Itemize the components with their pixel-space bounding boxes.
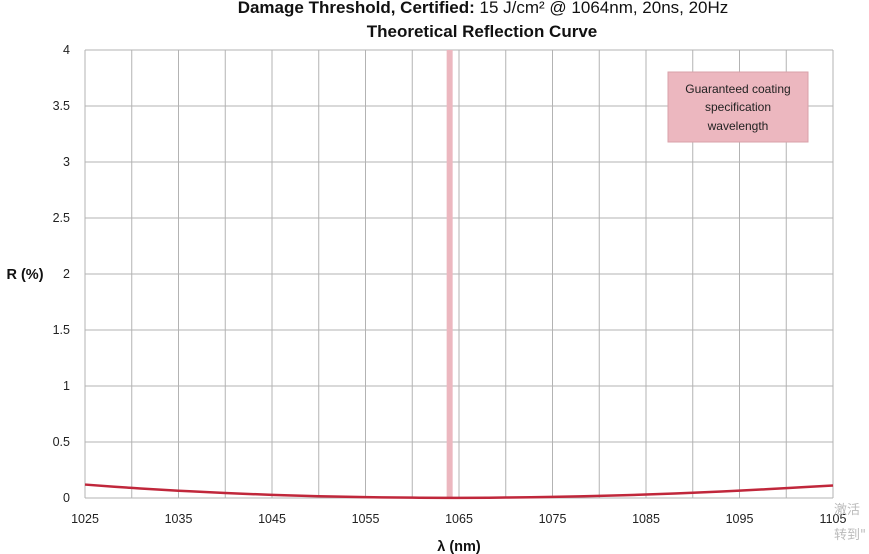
x-tick-label: 1045 (258, 512, 286, 526)
y-tick-label: 1 (63, 379, 70, 393)
watermark-line-2: 转到" (834, 528, 866, 543)
x-axis-title: λ (nm) (437, 539, 481, 554)
y-tick-label: 3.5 (53, 99, 70, 113)
x-tick-label: 1035 (165, 512, 193, 526)
y-tick-label: 2 (63, 267, 70, 281)
reflection-curve-line (84, 483, 834, 500)
x-tick-label: 1065 (445, 512, 473, 526)
y-tick-label: 0.5 (53, 435, 70, 449)
y-tick-label: 3 (63, 155, 70, 169)
damage-threshold-header: Damage Threshold, Certified: 15 J/cm² @ … (238, 0, 729, 17)
curve-layer (84, 483, 834, 500)
x-tick-label: 1105 (820, 512, 847, 526)
x-tick-label: 1085 (632, 512, 660, 526)
y-axis-title: R (%) (6, 267, 43, 283)
y-tick-label: 1.5 (53, 323, 70, 337)
x-tick-label: 1095 (726, 512, 754, 526)
x-tick-label: 1075 (539, 512, 567, 526)
annotation-background (667, 71, 809, 143)
annotation-line-2: specification (705, 100, 771, 114)
annotation-line-1: Guaranteed coating (685, 82, 790, 96)
spec-wavelength-marker (446, 50, 453, 498)
y-tick-label: 2.5 (53, 211, 70, 225)
watermark-line-1: 激活 (834, 503, 860, 518)
x-tick-label: 1025 (71, 512, 99, 526)
annotation-line-3: wavelength (707, 119, 769, 133)
header-regular-part: 15 J/cm² @ 1064nm, 20ns, 20Hz (475, 0, 728, 17)
tick-labels: 1025 1035 1045 1055 1065 1075 1085 1095 1105 0 0.5… (53, 43, 847, 526)
chart-title: Theoretical Reflection Curve (367, 22, 598, 41)
annotation-box: Guaranteed coating specification wavelen… (667, 71, 809, 143)
x-tick-label: 1055 (352, 512, 380, 526)
y-tick-label: 4 (63, 43, 70, 57)
wavelength-marker-layer (446, 50, 453, 498)
y-tick-label: 0 (63, 491, 70, 505)
header-bold-part: Damage Threshold, Certified: (238, 0, 475, 17)
